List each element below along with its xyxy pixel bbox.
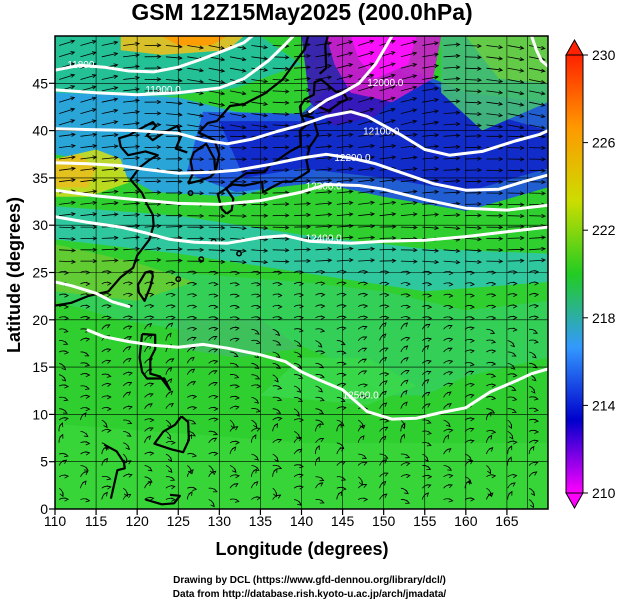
- colorbar-tick-label: 222: [592, 222, 616, 238]
- y-tick-label: 30: [32, 217, 48, 233]
- colorbar-tick-label: 226: [592, 135, 616, 151]
- x-tick-label: 120: [125, 513, 149, 529]
- contour-label: 12500.0: [343, 390, 380, 401]
- coastline: [197, 36, 310, 173]
- contour-line: [55, 183, 548, 212]
- coastline: [145, 493, 181, 506]
- coastline: [318, 36, 329, 75]
- contour-line: [55, 280, 131, 309]
- y-tick-label: 15: [32, 359, 48, 375]
- y-tick-label: 45: [32, 75, 48, 91]
- colorbar-tick-label: 210: [592, 485, 616, 501]
- credit-dcl: Drawing by DCL (https://www.gfd-dennou.o…: [173, 575, 446, 586]
- contour-line: [55, 215, 548, 245]
- x-tick-label: 160: [454, 513, 478, 529]
- y-tick-label: 0: [40, 501, 48, 517]
- x-tick-label: 115: [85, 513, 108, 529]
- contour-line: [55, 36, 254, 74]
- colorbar-tick-label: 214: [592, 397, 616, 413]
- x-tick-label: 140: [290, 513, 314, 529]
- contour-line: [308, 36, 394, 114]
- island: [236, 250, 243, 257]
- contour-label: 12100.0: [363, 126, 400, 137]
- x-tick-label: 165: [495, 513, 519, 529]
- contour-line: [55, 152, 548, 192]
- chart-title: GSM 12Z15May2025 (200.0hPa): [131, 0, 472, 25]
- x-axis: 110 115 120 125 130 135 140 145 150 155 160 165: [44, 509, 519, 529]
- colorbar-max-arrow: [565, 38, 584, 56]
- y-tick-label: 35: [32, 170, 48, 186]
- coastline: [187, 142, 217, 185]
- contour-label: 12300.0: [306, 181, 343, 192]
- x-tick-label: 130: [208, 513, 232, 529]
- arrowhead-set: [59, 39, 547, 509]
- x-tick-label: 150: [372, 513, 396, 529]
- credit-data-source: Data from http://database.rish.kyoto-u.a…: [172, 589, 447, 600]
- colorbar: 210 214 218 222 226 230: [565, 38, 616, 510]
- x-axis-label: Longitude (degrees): [215, 539, 388, 559]
- y-tick-label: 25: [32, 265, 48, 281]
- contour-line: [55, 36, 295, 97]
- height-contours: [55, 36, 548, 421]
- contour-label: 11800: [67, 60, 95, 71]
- contour-line: [86, 328, 548, 421]
- y-tick-label: 40: [32, 123, 48, 139]
- x-tick-label: 135: [249, 513, 273, 529]
- contour-line: [55, 110, 548, 157]
- x-tick-label: 145: [331, 513, 355, 529]
- contour-label: 12400.0: [306, 233, 343, 244]
- contour-label: 12200.0: [334, 153, 371, 164]
- y-axis: 0 5 10 15 20 25 30 35 40 45: [32, 75, 55, 517]
- coastline: [136, 270, 154, 302]
- coastline: [103, 443, 126, 499]
- contour-label: 11900.0: [145, 85, 181, 96]
- x-tick-label: 125: [167, 513, 191, 529]
- colorbar-gradient: [565, 54, 584, 494]
- y-axis-label: Latitude (degrees): [4, 197, 24, 353]
- y-tick-label: 20: [32, 312, 48, 328]
- contour-line: [530, 36, 548, 68]
- colorbar-min-arrow: [565, 492, 584, 510]
- y-tick-label: 5: [40, 454, 48, 470]
- grid-lines: [55, 36, 548, 509]
- coastline: [216, 114, 319, 215]
- colorbar-tick-label: 218: [592, 310, 616, 326]
- contour-label: 12000.0: [367, 78, 404, 89]
- coastline: [55, 121, 188, 307]
- colorbar-tick-label: 230: [592, 47, 616, 63]
- x-tick-label: 110: [44, 513, 67, 529]
- x-tick-label: 155: [413, 513, 437, 529]
- contour-labels: 11800 11900.0 12000.0 12100.0 12200.0 12300.0…: [67, 60, 403, 401]
- y-tick-label: 10: [32, 406, 48, 422]
